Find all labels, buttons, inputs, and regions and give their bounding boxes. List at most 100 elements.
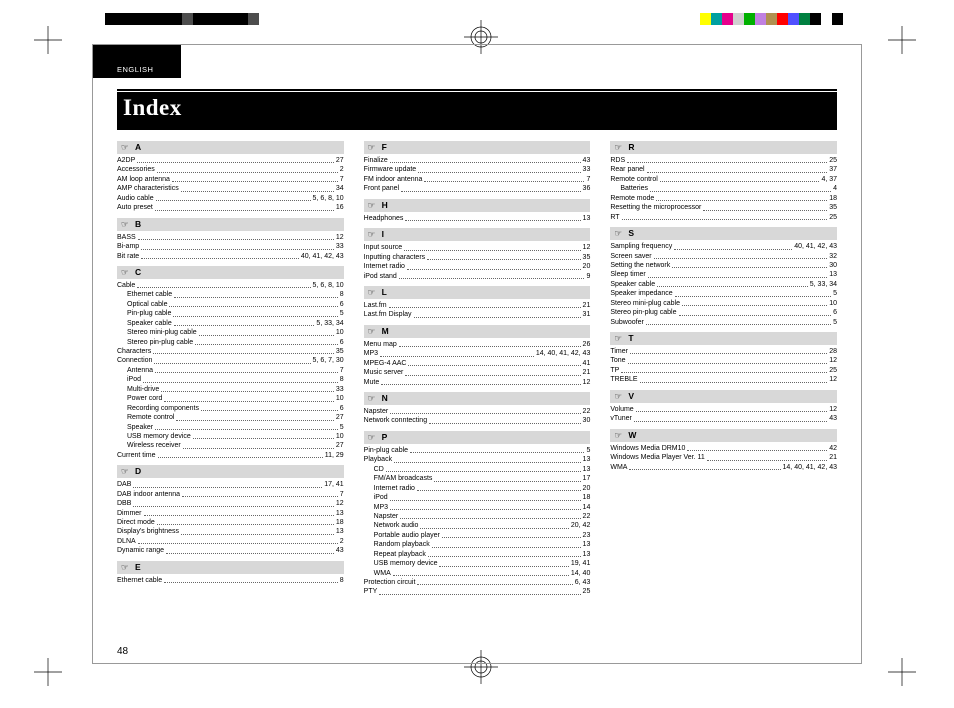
entry-term: DAB indoor antenna bbox=[117, 490, 180, 499]
crop-mark-icon bbox=[34, 26, 62, 54]
index-entry: Screen saver32 bbox=[610, 252, 837, 261]
pointer-icon: ☞ bbox=[121, 562, 129, 572]
entry-term: Repeat playback bbox=[364, 550, 426, 559]
entry-pages: 13 bbox=[583, 550, 591, 559]
index-entry: Speaker5 bbox=[117, 423, 344, 432]
leader-dots bbox=[674, 242, 792, 249]
index-entry: Connection5, 6, 7, 30 bbox=[117, 356, 344, 365]
letter-header: ☞ B bbox=[117, 218, 344, 231]
leader-dots bbox=[439, 559, 568, 566]
leader-dots bbox=[182, 490, 338, 497]
index-entry: Stereo mini-plug cable10 bbox=[610, 299, 837, 308]
leader-dots bbox=[656, 194, 827, 201]
entry-pages: 12 bbox=[336, 499, 344, 508]
entry-term: Multi-drive bbox=[117, 385, 159, 394]
leader-dots bbox=[201, 404, 338, 411]
index-entry: Network conntecting30 bbox=[364, 416, 591, 425]
entry-pages: 2 bbox=[340, 537, 344, 546]
index-entry: WMA14, 40 bbox=[364, 569, 591, 578]
entry-pages: 9 bbox=[586, 272, 590, 281]
entry-pages: 43 bbox=[583, 156, 591, 165]
leader-dots bbox=[157, 518, 334, 525]
index-entry: Direct mode 18 bbox=[117, 518, 344, 527]
entry-pages: 21 bbox=[583, 368, 591, 377]
pointer-icon: ☞ bbox=[121, 267, 129, 277]
entry-term: Direct mode bbox=[117, 518, 155, 527]
color-swatch bbox=[105, 13, 116, 25]
entry-term: AM loop antenna bbox=[117, 175, 170, 184]
index-entry: Finalize43 bbox=[364, 156, 591, 165]
entry-term: Remote mode bbox=[610, 194, 654, 203]
index-entry: Stereo pin-plug cable6 bbox=[610, 308, 837, 317]
entry-pages: 25 bbox=[829, 156, 837, 165]
index-entry: Auto preset16 bbox=[117, 203, 344, 212]
index-entry: Display's brightness13 bbox=[117, 527, 344, 536]
leader-dots bbox=[707, 453, 827, 460]
color-swatch bbox=[160, 13, 171, 25]
index-entry: RT25 bbox=[610, 213, 837, 222]
index-entry: Repeat playback 13 bbox=[364, 550, 591, 559]
entry-pages: 32 bbox=[829, 252, 837, 261]
entry-term: Speaker cable bbox=[610, 280, 655, 289]
entry-term: Bi-amp bbox=[117, 242, 139, 251]
leader-dots bbox=[432, 540, 581, 547]
entry-term: Ethernet cable bbox=[117, 576, 162, 585]
entry-pages: 33 bbox=[583, 165, 591, 174]
index-entry: MPEG-4 AAC41 bbox=[364, 359, 591, 368]
entry-term: Setting the network bbox=[610, 261, 670, 270]
index-entry: Last.fm Display31 bbox=[364, 310, 591, 319]
color-swatch bbox=[127, 13, 138, 25]
leader-dots bbox=[174, 290, 338, 297]
entry-term: Input source bbox=[364, 243, 403, 252]
entry-term: Napster bbox=[364, 407, 389, 416]
entry-pages: 13 bbox=[583, 455, 591, 464]
index-entry: Batteries4 bbox=[610, 184, 837, 193]
entry-pages: 4, 37 bbox=[821, 175, 837, 184]
entry-pages: 7 bbox=[340, 175, 344, 184]
index-entry: Windows Media DRM1042 bbox=[610, 444, 837, 453]
entry-pages: 26 bbox=[583, 340, 591, 349]
color-swatch bbox=[215, 13, 226, 25]
index-entry: Internet radio20 bbox=[364, 484, 591, 493]
index-entry: Menu map26 bbox=[364, 340, 591, 349]
entry-term: Napster bbox=[364, 512, 399, 521]
entry-pages: 31 bbox=[583, 310, 591, 319]
color-swatch bbox=[755, 13, 766, 25]
entry-pages: 43 bbox=[336, 546, 344, 555]
index-entry: DLNA2 bbox=[117, 537, 344, 546]
index-entry: DAB indoor antenna7 bbox=[117, 490, 344, 499]
leader-dots bbox=[417, 484, 581, 491]
entry-term: Sleep timer bbox=[610, 270, 645, 279]
leader-dots bbox=[183, 441, 334, 448]
color-swatch bbox=[138, 13, 149, 25]
entry-term: Batteries bbox=[610, 184, 648, 193]
leader-dots bbox=[408, 359, 580, 366]
color-swatch bbox=[843, 13, 854, 25]
entry-pages: 18 bbox=[336, 518, 344, 527]
pointer-icon: ☞ bbox=[121, 466, 129, 476]
entry-pages: 5, 33, 34 bbox=[810, 280, 837, 289]
entry-term: Last.fm bbox=[364, 301, 387, 310]
entry-term: Recording components bbox=[117, 404, 199, 413]
entry-pages: 37 bbox=[829, 165, 837, 174]
entry-pages: 10 bbox=[336, 328, 344, 337]
index-entry: Power cord10 bbox=[117, 394, 344, 403]
entry-pages: 12 bbox=[829, 405, 837, 414]
index-entry: AM loop antenna 7 bbox=[117, 175, 344, 184]
index-entry: TREBLE12 bbox=[610, 375, 837, 384]
color-swatch bbox=[226, 13, 237, 25]
leader-dots bbox=[407, 262, 581, 269]
index-entry: MP314 bbox=[364, 503, 591, 512]
leader-dots bbox=[394, 455, 580, 462]
entry-term: Inputting characters bbox=[364, 253, 425, 262]
letter-header: ☞ P bbox=[364, 431, 591, 444]
pointer-icon: ☞ bbox=[614, 228, 622, 238]
entry-term: Front panel bbox=[364, 184, 399, 193]
entry-pages: 27 bbox=[336, 441, 344, 450]
letter-header: ☞ R bbox=[610, 141, 837, 154]
letter-header: ☞ F bbox=[364, 141, 591, 154]
entry-term: Stereo mini-plug cable bbox=[610, 299, 680, 308]
entry-term: Pin-plug cable bbox=[117, 309, 171, 318]
index-entry: Mute12 bbox=[364, 378, 591, 387]
leader-dots bbox=[389, 301, 581, 308]
